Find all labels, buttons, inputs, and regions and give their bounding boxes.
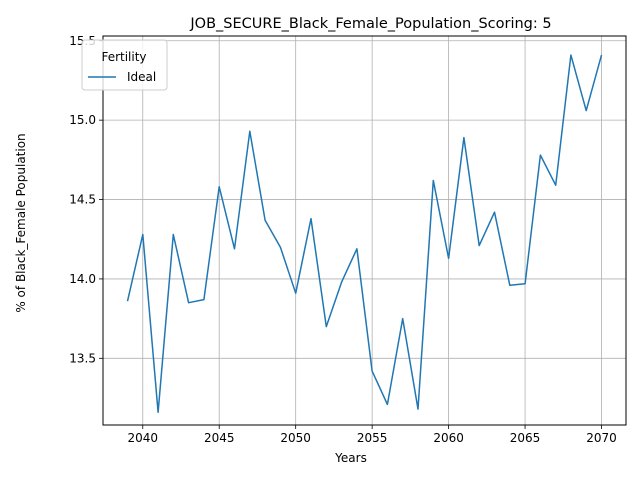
x-tick-label: 2065 xyxy=(510,431,541,445)
legend: Fertility Ideal xyxy=(81,39,168,91)
x-axis: 2040 2045 2050 2055 2060 2065 2070 xyxy=(127,425,617,445)
plot-frame xyxy=(102,35,627,426)
y-tick-label: 14.0 xyxy=(69,272,96,286)
x-tick-label: 2055 xyxy=(357,431,388,445)
x-tick-label: 2070 xyxy=(586,431,617,445)
x-tick-label: 2045 xyxy=(204,431,235,445)
legend-label-ideal: Ideal xyxy=(127,70,156,84)
y-axis: 13.514.014.515.015.5 xyxy=(69,34,103,365)
y-tick-label: 13.5 xyxy=(69,351,96,365)
series-layer xyxy=(126,54,603,414)
x-axis-title: Years xyxy=(334,451,367,465)
x-tick-label: 2060 xyxy=(433,431,464,445)
x-tick-label: 2050 xyxy=(280,431,311,445)
grid-lines xyxy=(103,36,626,425)
y-axis-title: % of Black_Female Population xyxy=(14,133,28,312)
x-tick-label: 2040 xyxy=(127,431,158,445)
series-line-ideal xyxy=(126,54,603,414)
chart-title: JOB_SECURE_Black_Female_Population_Scori… xyxy=(189,16,551,32)
y-tick-label: 15.0 xyxy=(69,113,96,127)
y-tick-label: 14.5 xyxy=(69,193,96,207)
legend-title: Fertility xyxy=(101,50,146,64)
